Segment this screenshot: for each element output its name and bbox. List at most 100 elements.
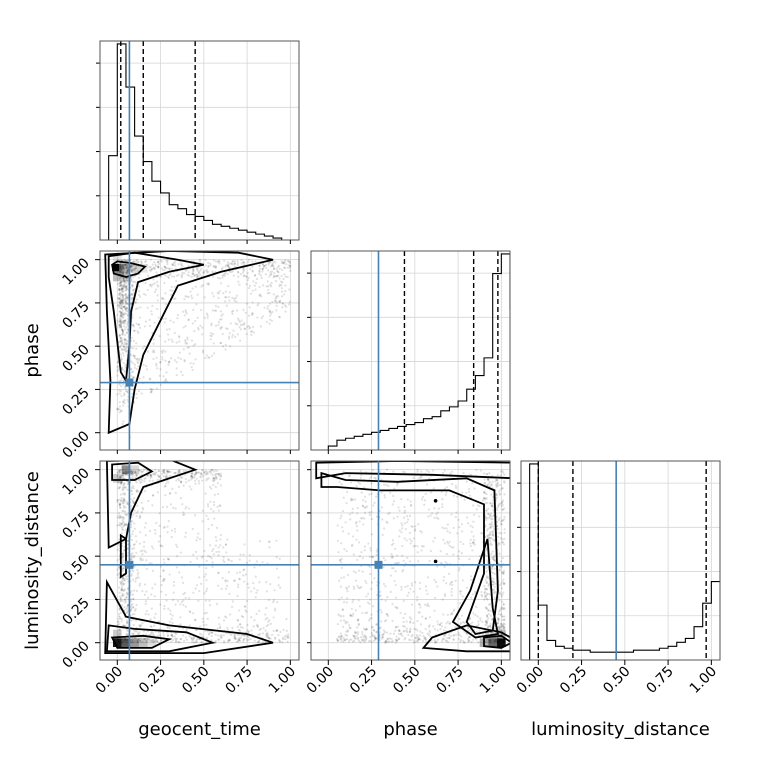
scatter-point [258,581,261,584]
scatter-point [122,582,125,586]
scatter-point [362,523,365,526]
scatter-point [149,473,153,477]
scatter-point [175,367,178,370]
scatter-point [121,329,124,332]
scatter-point [131,270,134,274]
scatter-point [268,619,271,622]
scatter-point [481,595,484,598]
scatter-point [457,631,460,634]
scatter-point [281,302,284,305]
scatter-point [445,527,448,530]
scatter-point [153,290,157,294]
scatter-point [488,603,491,606]
scatter-point [152,640,155,643]
scatter-point [193,274,196,278]
scatter-point [195,471,198,474]
scatter-point [126,309,129,313]
scatter-point [493,567,496,570]
scatter-point [254,596,257,599]
scatter-point [134,267,137,270]
scatter-point [232,297,236,300]
scatter-point [191,477,194,480]
scatter-point [337,551,340,554]
scatter-point [248,284,252,287]
scatter-point [138,273,141,276]
scatter-point [216,472,219,475]
scatter-point [214,536,217,539]
scatter-point [445,491,448,494]
scatter-point [190,475,193,478]
scatter-point [212,547,215,551]
scatter-point [500,622,503,626]
scatter-point [162,471,166,474]
scatter-point [492,583,495,586]
scatter-point [166,267,169,270]
scatter-point [169,503,173,506]
scatter-point [459,592,462,595]
scatter-point [221,266,224,269]
scatter-point [143,540,146,544]
scatter-point [451,483,454,486]
scatter-point [395,606,399,609]
scatter-point [145,636,149,640]
scatter-point [118,297,121,300]
scatter-point [209,334,212,337]
scatter-point [121,290,124,293]
scatter-point [460,491,464,494]
scatter-point [184,309,187,312]
scatter-point [123,337,126,340]
scatter-point [337,613,340,616]
scatter-point [445,582,448,585]
scatter-point [122,552,125,555]
scatter-point [122,263,125,266]
contour-island [433,559,438,564]
scatter-point [168,273,171,276]
scatter-point [123,263,127,267]
scatter-point [486,535,489,539]
scatter-point [444,626,447,629]
scatter-point [170,357,173,360]
scatter-point [135,481,138,484]
scatter-point [118,595,122,598]
scatter-point [125,343,128,346]
scatter-point [202,620,205,623]
scatter-point [133,268,136,271]
scatter-point [361,557,364,560]
scatter-point [130,278,133,282]
scatter-point [444,493,447,496]
scatter-point [280,295,284,298]
scatter-point [493,585,496,588]
scatter-point [278,639,281,642]
scatter-point [215,475,218,478]
scatter-point [491,565,494,568]
scatter-point [380,598,383,601]
scatter-point [352,498,355,502]
scatter-point [288,288,291,291]
scatter-point [499,520,503,523]
scatter-point [177,485,181,488]
scatter-point [370,631,373,635]
scatter-point [267,285,270,288]
scatter-point [121,352,125,355]
scatter-point [131,632,134,635]
scatter-point [274,607,277,610]
scatter-point [243,321,246,325]
scatter-point [499,593,502,596]
scatter-point [360,551,363,554]
scatter-point [496,474,499,477]
scatter-point [157,540,160,543]
scatter-point [122,567,125,570]
scatter-point [267,623,270,626]
scatter-point [170,633,174,636]
scatter-point [490,556,494,559]
scatter-point [374,637,377,640]
scatter-point [245,561,249,564]
scatter-point [268,310,272,313]
scatter-point [192,636,195,639]
scatter-point [214,474,217,477]
scatter-point [499,584,502,587]
scatter-point [174,640,177,643]
scatter-point [357,599,360,602]
scatter-point [207,554,210,558]
scatter-point [274,261,277,264]
